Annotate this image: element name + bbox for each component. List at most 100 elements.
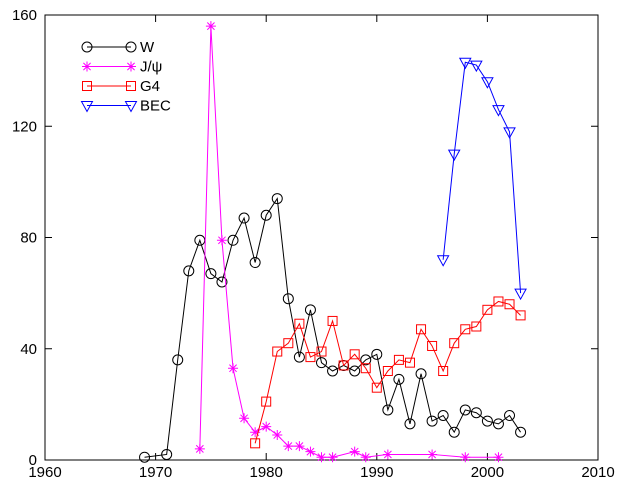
data-point (228, 363, 239, 374)
data-point (404, 357, 415, 368)
legend-marker (82, 81, 92, 91)
data-point (514, 288, 527, 301)
data-point (272, 346, 283, 357)
data-point (261, 421, 272, 432)
data-point (459, 404, 471, 416)
data-point (492, 418, 504, 430)
data-point (447, 149, 461, 162)
data-point (382, 366, 393, 376)
data-point (305, 352, 316, 363)
data-point (283, 441, 294, 452)
legend-marker (126, 61, 136, 72)
axes: 1960 1970 1980 1990 2000 2010 0 40 80 120 160 (12, 7, 615, 481)
data-point (260, 209, 272, 221)
data-point (239, 413, 250, 424)
data-point (316, 452, 327, 463)
data-point (469, 60, 483, 73)
plot-area (139, 21, 527, 463)
data-point (227, 234, 239, 246)
data-point (360, 363, 371, 374)
legend-item-g4: G4 (82, 78, 160, 95)
series-line-j (199, 26, 499, 458)
data-point (261, 396, 272, 407)
data-point (172, 354, 184, 366)
legend-item-j: J/ψ (82, 59, 162, 76)
data-point (360, 452, 371, 463)
data-point (238, 212, 250, 224)
legend-item-bec: BEC (80, 98, 171, 115)
data-point (305, 446, 316, 457)
data-point (415, 368, 427, 380)
data-point (460, 324, 471, 335)
legend-marker (126, 81, 136, 91)
y-tick-label: 80 (20, 230, 37, 247)
legend-marker (124, 101, 138, 113)
data-point (294, 441, 305, 452)
legend-label: BEC (140, 98, 171, 115)
data-point (216, 235, 227, 246)
y-tick-label: 120 (12, 118, 37, 135)
data-point (327, 315, 338, 326)
data-point (349, 349, 360, 360)
legend-label: G4 (140, 78, 160, 95)
data-point (458, 57, 472, 70)
data-point (515, 426, 527, 438)
data-point (360, 354, 372, 366)
data-point (436, 255, 450, 267)
data-point (438, 366, 449, 376)
x-tick-label: 1970 (139, 464, 172, 481)
data-point (272, 429, 283, 440)
y-tick-label: 160 (12, 7, 37, 24)
data-point (183, 265, 195, 277)
data-point (294, 318, 305, 329)
data-point (437, 410, 449, 421)
data-point (249, 257, 261, 269)
data-point (316, 357, 327, 369)
data-point (282, 293, 294, 305)
data-point (216, 276, 228, 288)
data-point (304, 304, 316, 316)
data-point (404, 418, 416, 430)
data-point (250, 427, 261, 438)
data-point (504, 299, 515, 310)
legend-marker (82, 61, 92, 72)
data-point (393, 354, 404, 365)
data-point (250, 438, 261, 449)
data-point (493, 296, 504, 307)
series-line-w (144, 197, 521, 458)
series-line-g4 (254, 300, 521, 444)
data-point (449, 338, 460, 349)
data-point (482, 304, 493, 315)
data-point (493, 452, 504, 463)
data-point (338, 360, 349, 371)
data-point (327, 452, 338, 463)
data-point (371, 348, 383, 360)
legend-label: W (140, 39, 155, 56)
series-bec (436, 57, 527, 301)
series-j (194, 21, 504, 463)
data-point (382, 404, 394, 416)
data-point (426, 415, 438, 427)
data-point (316, 346, 327, 357)
x-tick-label: 1960 (28, 464, 61, 481)
data-point (271, 193, 283, 205)
data-point (470, 407, 482, 419)
data-point (327, 365, 339, 377)
y-tick-label: 0 (29, 452, 37, 469)
series-g4 (250, 296, 526, 449)
data-point (448, 426, 460, 438)
data-point (205, 21, 216, 32)
data-point (492, 105, 505, 117)
data-point (371, 382, 382, 393)
data-point (503, 127, 516, 139)
legend-marker (125, 41, 137, 53)
data-point (481, 77, 494, 89)
data-point (515, 310, 526, 321)
x-tick-label: 2010 (581, 464, 614, 481)
legend: W J/ψ G4 BEC (80, 39, 171, 115)
data-point (427, 340, 438, 351)
legend-marker (81, 41, 93, 53)
y-tick-label: 40 (20, 341, 37, 358)
legend-marker (80, 101, 94, 113)
